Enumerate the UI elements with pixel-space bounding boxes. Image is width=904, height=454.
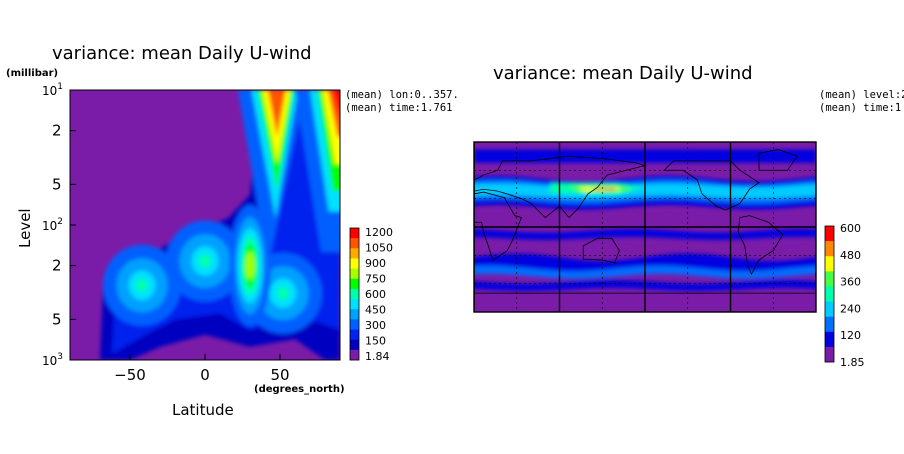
left-colorbar-label-5: 450 — [365, 304, 386, 317]
left-colorbar-label-0: 1200 — [365, 226, 393, 239]
left-colorbar-swatch-4 — [350, 268, 359, 280]
left-y-unit: (millibar) — [6, 68, 58, 79]
right-annotation-time: (mean) time:1 — [819, 102, 901, 114]
right-colorbar: 600 480 360 240 120 1.85 — [824, 222, 865, 369]
left-colorbar-swatch-12 — [350, 349, 359, 361]
left-x-tick-label-2: 50 — [270, 366, 289, 384]
right-colorbar-label-0: 600 — [840, 222, 861, 235]
left-colorbar: 1200 1050 900 750 600 450 300 150 1.84 — [349, 226, 393, 363]
left-x-tick-label-0: −50 — [114, 366, 146, 384]
right-colorbar-swatch-4 — [825, 286, 834, 302]
left-colorbar-label-6: 300 — [365, 319, 386, 332]
left-colorbar-swatch-1 — [350, 238, 359, 249]
left-colorbar-frame — [349, 227, 360, 361]
left-x-tick-label-1: 0 — [200, 366, 210, 384]
left-colorbar-swatch-2 — [350, 248, 359, 259]
right-map-frame — [473, 141, 817, 313]
right-coast-3 — [737, 215, 784, 276]
left-y-tick-label-5: 5 — [52, 310, 62, 328]
left-colorbar-swatch-0 — [350, 228, 359, 239]
right-coast-5 — [758, 149, 798, 171]
left-contour-field — [100, 90, 340, 360]
right-colorbar-label-1: 480 — [840, 249, 861, 262]
right-colorbar-swatch-8 — [825, 346, 834, 363]
right-colorbar-swatch-2 — [825, 256, 834, 272]
right-colorbar-swatch-6 — [825, 316, 834, 333]
left-blob-30-5 — [245, 252, 255, 280]
left-y-tick-label-0: 101 — [42, 82, 63, 98]
left-blob-0-d — [136, 278, 148, 293]
right-map-area — [474, 142, 816, 312]
right-annotation-level: (mean) level:20 — [819, 89, 904, 101]
left-colorbar-swatch-10 — [350, 329, 359, 340]
left-colorbar-label-3: 750 — [365, 273, 386, 286]
right-map-grid — [474, 142, 816, 312]
left-blob-1-d — [199, 254, 211, 268]
right-colorbar-swatch-7 — [825, 331, 834, 348]
left-y-tick-exp-6: 3 — [57, 352, 63, 362]
left-annotation-lon: (mean) lon:0..357. — [345, 89, 459, 101]
left-colorbar-label-1: 1050 — [365, 242, 393, 255]
right-coastlines — [474, 149, 816, 312]
left-jet-p-5 — [332, 90, 340, 117]
left-x-axis-label: Latitude — [172, 401, 234, 419]
right-nh-core-4 — [592, 188, 617, 191]
right-coast-1 — [474, 191, 523, 261]
right-colorbar-label-4: 120 — [840, 329, 861, 342]
right-colorbar-label-3: 240 — [840, 302, 861, 315]
left-y-tick-exp-0: 1 — [57, 82, 63, 92]
left-colorbar-swatch-11 — [350, 339, 359, 351]
right-coast-0 — [474, 155, 647, 219]
left-y-tick-label-2: 5 — [52, 175, 62, 193]
left-blob-2-d — [277, 286, 289, 300]
left-y-tick-exp-3: 2 — [57, 217, 63, 227]
right-colorbar-label-5: 1.85 — [840, 356, 865, 369]
left-colorbar-swatch-7 — [350, 299, 359, 310]
right-colorbar-swatch-0 — [825, 226, 834, 242]
left-annotation-time: (mean) time:1.761 — [345, 102, 452, 114]
left-chart-title: variance: mean Daily U-wind — [52, 43, 312, 64]
left-x-ticks: −50 0 50 — [114, 354, 290, 384]
left-colorbar-swatch-3 — [350, 258, 359, 269]
left-x-unit: (degrees_north) — [254, 384, 345, 395]
left-y-tick-label-6: 103 — [42, 352, 63, 368]
right-colorbar-swatch-1 — [825, 241, 834, 257]
left-y-axis-label: Level — [16, 208, 34, 248]
left-colorbar-label-8: 1.84 — [365, 350, 390, 363]
right-colorbar-frame — [824, 225, 835, 363]
left-colorbar-swatch-9 — [350, 319, 359, 330]
left-jet-n-4 — [268, 90, 286, 138]
right-chart-title: variance: mean Daily U-wind — [493, 63, 753, 84]
left-y-tick-label-1: 2 — [52, 122, 62, 140]
left-y-tick-label-4: 2 — [52, 257, 62, 275]
right-colorbar-label-2: 360 — [840, 276, 861, 289]
left-colorbar-label-2: 900 — [365, 257, 386, 270]
left-colorbar-label-4: 600 — [365, 288, 386, 301]
left-colorbar-swatch-5 — [350, 278, 359, 290]
right-coast-6 — [474, 292, 816, 312]
right-colorbar-swatch-3 — [825, 271, 834, 287]
left-colorbar-swatch-8 — [350, 309, 359, 320]
left-colorbar-swatch-6 — [350, 288, 359, 300]
left-colorbar-label-7: 150 — [365, 335, 386, 348]
right-coast-4 — [582, 237, 620, 264]
left-plot-area — [70, 90, 340, 360]
left-y-tick-label-3: 102 — [42, 217, 63, 233]
right-coast-2 — [663, 160, 760, 211]
right-colorbar-swatch-5 — [825, 301, 834, 317]
